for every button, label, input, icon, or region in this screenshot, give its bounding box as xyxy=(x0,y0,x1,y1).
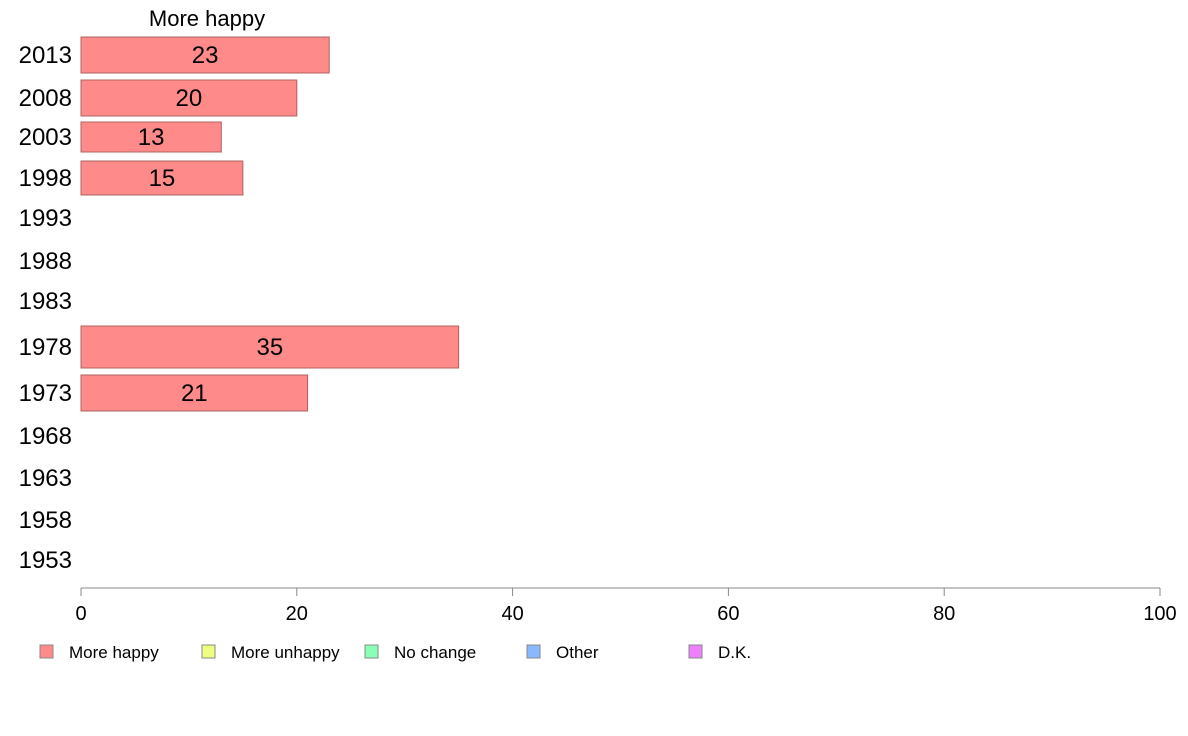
legend-swatch-more-happy xyxy=(39,644,54,659)
year-label-1988: 1988 xyxy=(19,248,72,275)
bar-2013 xyxy=(80,36,330,74)
bar-label-2013: 23 xyxy=(192,42,219,69)
bar-2003 xyxy=(80,121,222,153)
column-title: More happy xyxy=(149,6,265,31)
year-label-1998: 1998 xyxy=(19,165,72,192)
x-tick-label-0: 0 xyxy=(75,603,86,625)
legend-label-other: Other xyxy=(556,643,599,662)
bar-1998 xyxy=(80,160,244,196)
year-label-2013: 2013 xyxy=(19,42,72,69)
legend-label-no-change: No change xyxy=(394,643,476,662)
x-tick-label-20: 20 xyxy=(286,603,308,625)
legend-swatch-no-change xyxy=(364,644,379,659)
legend-label-more-unhappy: More unhappy xyxy=(231,643,340,662)
bar-label-1978: 35 xyxy=(256,334,283,361)
year-label-1963: 1963 xyxy=(19,465,72,492)
bars: 23 20 13 15 35 21 xyxy=(80,36,460,412)
year-label-2008: 2008 xyxy=(19,85,72,112)
legend-swatch-d-k xyxy=(688,644,703,659)
year-label-1983: 1983 xyxy=(19,288,72,315)
year-label-1968: 1968 xyxy=(19,423,72,450)
bar-label-2003: 13 xyxy=(138,124,165,151)
legend-swatch-more-unhappy xyxy=(201,644,216,659)
legend: More happy More unhappy No change Other D.K. xyxy=(39,643,751,662)
year-label-1958: 1958 xyxy=(19,507,72,534)
legend-label-d-k: D.K. xyxy=(718,643,751,662)
year-label-1953: 1953 xyxy=(19,547,72,574)
legend-swatch-other xyxy=(526,644,541,659)
legend-label-more-happy: More happy xyxy=(69,643,159,662)
year-label-1973: 1973 xyxy=(19,380,72,407)
x-axis: 0 20 40 60 80 100 xyxy=(75,587,1177,625)
year-label-1978: 1978 xyxy=(19,334,72,361)
bar-2008 xyxy=(80,79,298,117)
bar-label-1973: 21 xyxy=(181,380,208,407)
x-tick-label-80: 80 xyxy=(933,603,955,625)
bar-label-2008: 20 xyxy=(176,85,203,112)
year-labels: 2013 2008 2003 1998 1993 1988 1983 1978 1973 1968… xyxy=(19,42,72,574)
x-tick-label-60: 60 xyxy=(717,603,739,625)
bar-1973 xyxy=(80,374,309,412)
year-label-1993: 1993 xyxy=(19,205,72,232)
year-label-2003: 2003 xyxy=(19,124,72,151)
x-tick-label-100: 100 xyxy=(1143,603,1176,625)
bar-1978 xyxy=(80,325,460,369)
x-tick-label-40: 40 xyxy=(501,603,523,625)
bar-label-1998: 15 xyxy=(149,165,176,192)
